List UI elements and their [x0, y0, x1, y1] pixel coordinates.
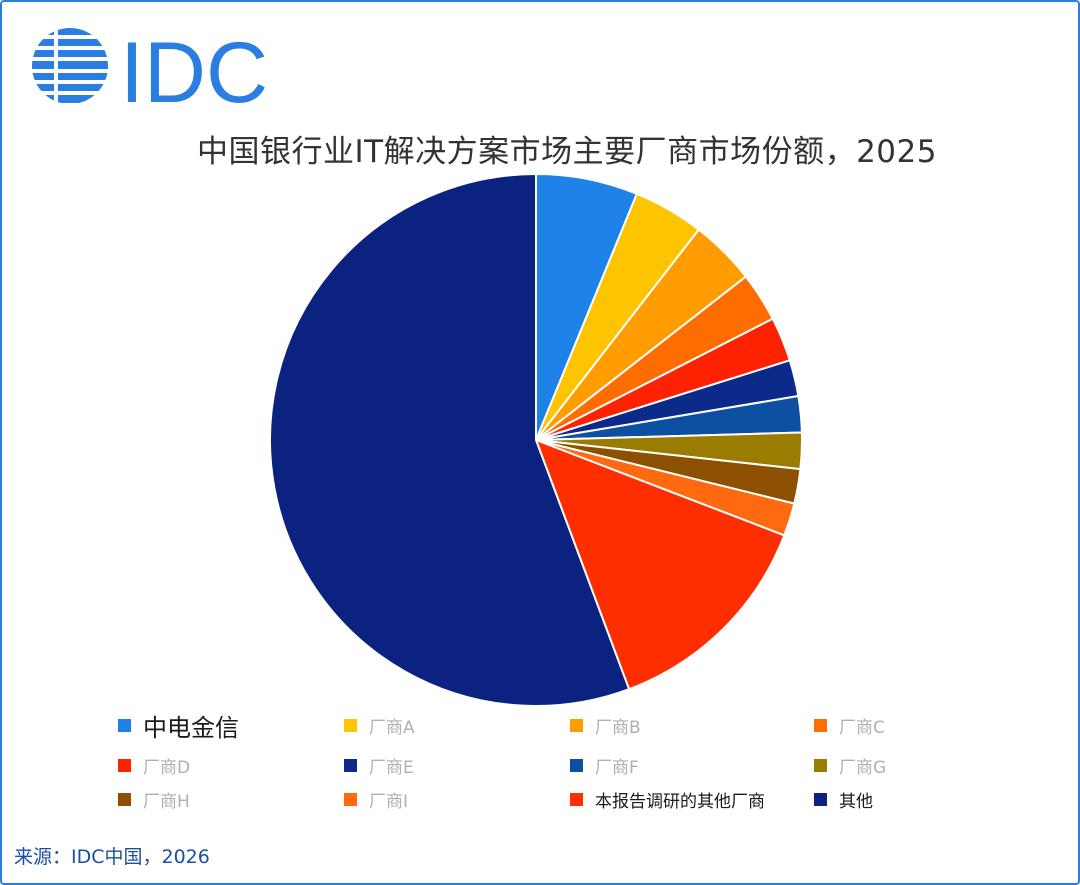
- pie-slice-11: [269, 172, 631, 707]
- legend-swatch: [344, 758, 357, 772]
- legend-item: 厂商A: [344, 710, 415, 740]
- legend-swatch: [344, 792, 357, 806]
- legend-item: 厂商B: [570, 710, 641, 740]
- legend-swatch: [814, 718, 827, 732]
- legend-swatch: [118, 758, 131, 772]
- legend-item: 厂商F: [570, 750, 639, 780]
- legend-swatch: [570, 792, 583, 806]
- legend-label: 本报告调研的其他厂商: [595, 791, 765, 812]
- legend-swatch: [814, 792, 827, 806]
- legend-swatch: [814, 758, 827, 772]
- legend-swatch: [570, 718, 583, 732]
- legend-label: 厂商F: [595, 757, 639, 778]
- logo-text: IDC: [120, 25, 268, 108]
- legend-item: 厂商C: [814, 710, 885, 740]
- chart-title: 中国银行业IT解决方案市场主要厂商市场份额，2025: [197, 134, 937, 170]
- legend-label: 厂商B: [595, 717, 641, 738]
- legend-label: 中电金信: [143, 713, 239, 742]
- legend-item: 其他: [814, 784, 873, 814]
- legend-swatch: [118, 718, 131, 732]
- legend-item: 中电金信: [118, 710, 239, 742]
- globe-icon: [32, 28, 108, 104]
- legend-label: 其他: [839, 791, 873, 812]
- legend-label: 厂商I: [369, 791, 409, 812]
- legend-item: 厂商E: [344, 750, 414, 780]
- legend-item: 厂商H: [118, 784, 190, 814]
- pie-slice-10: [534, 438, 786, 691]
- legend-swatch: [118, 792, 131, 806]
- idc-logo: IDC: [32, 25, 268, 108]
- legend-swatch: [344, 718, 357, 732]
- source-note: 来源：IDC中国，2026: [14, 846, 210, 868]
- legend-item: 厂商I: [344, 784, 408, 814]
- legend-item: 厂商D: [118, 750, 190, 780]
- legend-item: 厂商G: [814, 750, 886, 780]
- legend-label: 厂商E: [369, 757, 414, 778]
- legend-label: 厂商H: [143, 791, 190, 812]
- legend-swatch: [570, 758, 583, 772]
- legend-item: 本报告调研的其他厂商: [570, 784, 765, 814]
- legend-label: 厂商C: [839, 717, 885, 738]
- legend-label: 厂商A: [369, 717, 415, 738]
- legend-label: 厂商D: [143, 757, 191, 778]
- legend-label: 厂商G: [839, 757, 887, 778]
